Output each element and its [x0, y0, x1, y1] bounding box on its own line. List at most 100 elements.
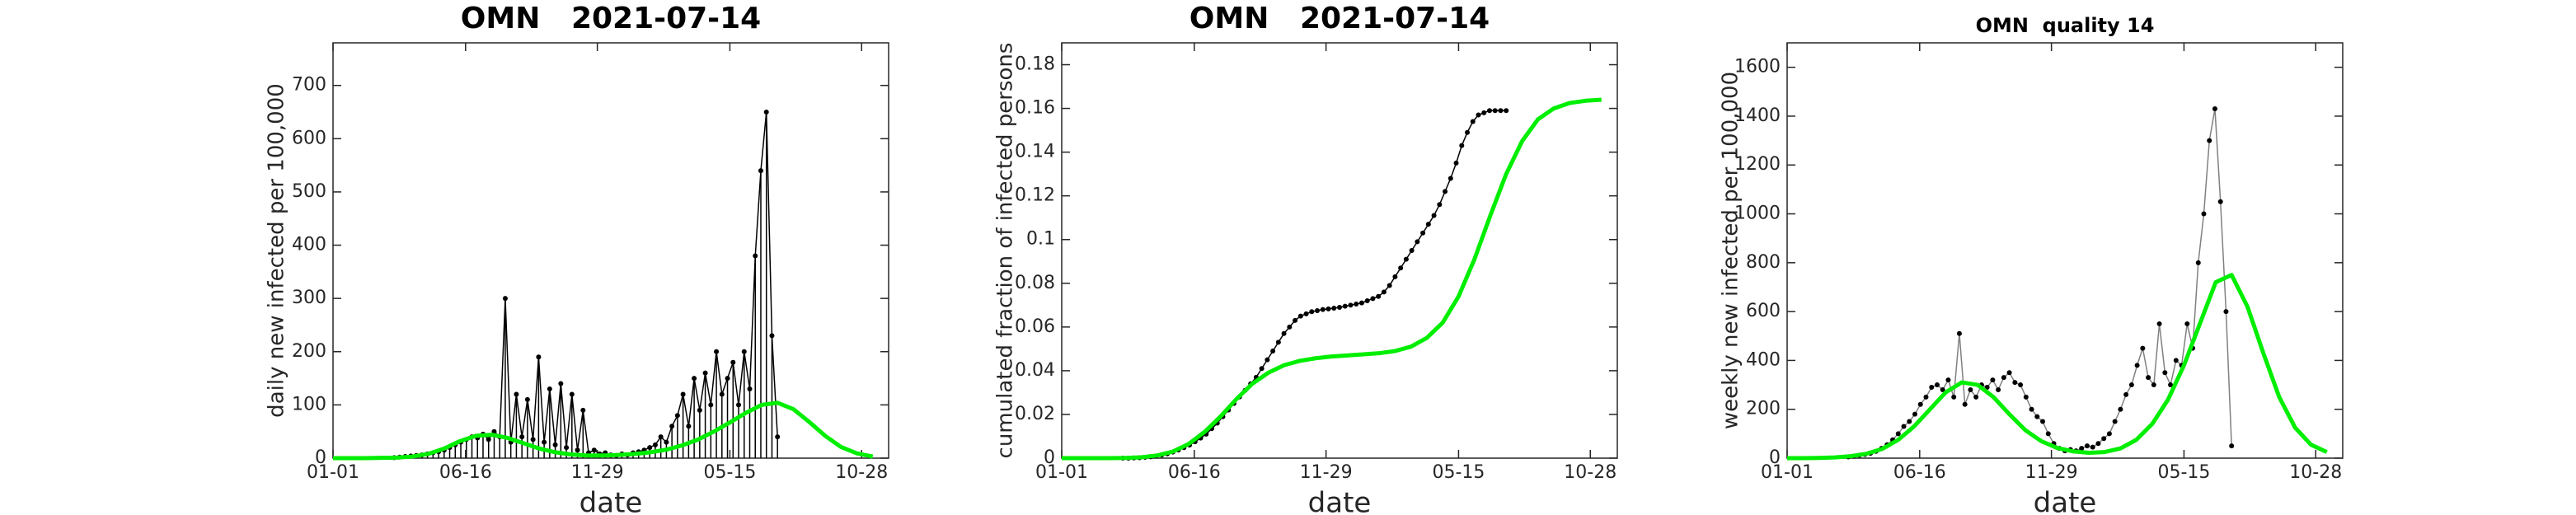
data-point	[1342, 303, 1348, 309]
x-tick-label: 01-01	[1035, 462, 1088, 483]
data-point	[2101, 436, 2107, 442]
data-point	[1984, 385, 1990, 391]
data-point	[1265, 357, 1270, 363]
x-tick-label: 10-28	[2289, 462, 2342, 483]
data-line	[1848, 108, 2232, 458]
data-point	[674, 413, 680, 419]
data-point	[652, 442, 658, 447]
data-point	[2207, 138, 2212, 143]
x-tick-label: 10-28	[835, 462, 888, 483]
x-tick-label: 10-28	[1564, 462, 1616, 483]
data-point	[658, 434, 664, 440]
data-point	[519, 434, 525, 440]
data-point	[1398, 265, 1404, 271]
data-point	[1492, 108, 1498, 114]
x-tick-label: 11-29	[2025, 462, 2078, 483]
data-point	[1453, 160, 1459, 166]
data-point	[1376, 293, 1382, 299]
data-point	[2173, 358, 2179, 363]
y-axis-label: daily new infected per 100,000	[265, 83, 289, 418]
data-point	[692, 376, 697, 382]
y-tick-label: 0	[1769, 447, 1781, 468]
data-point	[591, 447, 597, 453]
data-point	[714, 349, 720, 354]
data-point	[1381, 289, 1387, 295]
data-point	[2001, 375, 2006, 381]
x-tick-label: 05-15	[703, 462, 756, 483]
chart-title: OMN quality 14	[1976, 14, 2155, 37]
data-point	[1259, 366, 1265, 372]
data-point	[758, 168, 763, 174]
x-axis-label: date	[1308, 487, 1372, 515]
data-point	[1315, 307, 1321, 313]
data-point	[1303, 311, 1309, 316]
data-point	[1443, 189, 1448, 194]
model-curve	[1787, 273, 2328, 461]
data-point	[1923, 394, 1929, 400]
data-point	[1364, 298, 1370, 304]
data-point	[1403, 256, 1409, 262]
panel: OMN 2021-07-14 date cumulated fraction of …	[993, 2, 1618, 515]
data-point	[1309, 309, 1315, 315]
axes-frame	[1061, 42, 1618, 459]
x-tick-label: 06-16	[1168, 462, 1221, 483]
data-point	[1281, 330, 1287, 336]
data-point	[1320, 307, 1326, 312]
data-point	[1895, 431, 1901, 437]
data-point	[486, 437, 491, 442]
data-point	[2212, 106, 2217, 112]
data-point	[686, 424, 692, 429]
data-point	[736, 402, 742, 408]
data-point	[2018, 382, 2024, 388]
y-tick-label: 0	[1044, 447, 1055, 468]
y-tick-label: 600	[292, 128, 326, 148]
y-tick-label: 1200	[1734, 154, 1781, 175]
data-point	[719, 391, 725, 397]
data-point	[769, 333, 775, 339]
x-axis-label: date	[2034, 487, 2097, 515]
y-axis-label: cumulated fraction of infected persons	[993, 43, 1018, 459]
x-axis-label: date	[579, 487, 643, 515]
data-point	[1354, 301, 1359, 307]
data-point	[2106, 431, 2112, 437]
data-point	[1996, 386, 2001, 392]
data-point	[2184, 321, 2190, 326]
data-point	[730, 359, 736, 365]
data-point	[741, 349, 747, 354]
data-point	[2156, 321, 2162, 326]
x-tick-label: 11-29	[1300, 462, 1353, 483]
y-tick-label: 0.08	[1015, 273, 1055, 293]
data-point	[1387, 283, 1392, 288]
data-point	[669, 424, 675, 429]
data-point	[1481, 110, 1487, 115]
data-point	[2045, 431, 2051, 437]
y-tick-label: 1400	[1734, 105, 1781, 126]
data-point	[547, 386, 552, 391]
data-point	[1293, 317, 1298, 323]
panel: OMN quality 14 date weekly new infected pe…	[1719, 14, 2344, 515]
data-point	[2029, 406, 2034, 412]
data-point	[1917, 401, 1923, 407]
data-point	[2140, 345, 2146, 351]
y-tick-label: 600	[1746, 301, 1781, 321]
data-point	[2012, 380, 2018, 386]
data-point	[1448, 176, 1453, 181]
x-tick-label: 05-15	[1432, 462, 1485, 483]
y-tick-label: 0.04	[1015, 360, 1055, 381]
data-point	[2006, 370, 2012, 376]
data-point	[514, 391, 519, 397]
data-point	[2084, 443, 2090, 449]
data-point	[2095, 441, 2101, 447]
data-point	[702, 370, 708, 376]
axes-frame	[1786, 42, 2344, 459]
data-point	[647, 445, 653, 451]
data-point	[1990, 377, 1996, 383]
y-tick-label: 300	[292, 288, 326, 308]
data-point	[2151, 382, 2156, 388]
data-point	[1470, 119, 1476, 124]
data-point	[491, 428, 497, 434]
data-point	[2195, 260, 2201, 265]
data-point	[1331, 306, 1337, 311]
data-point	[1337, 304, 1342, 310]
